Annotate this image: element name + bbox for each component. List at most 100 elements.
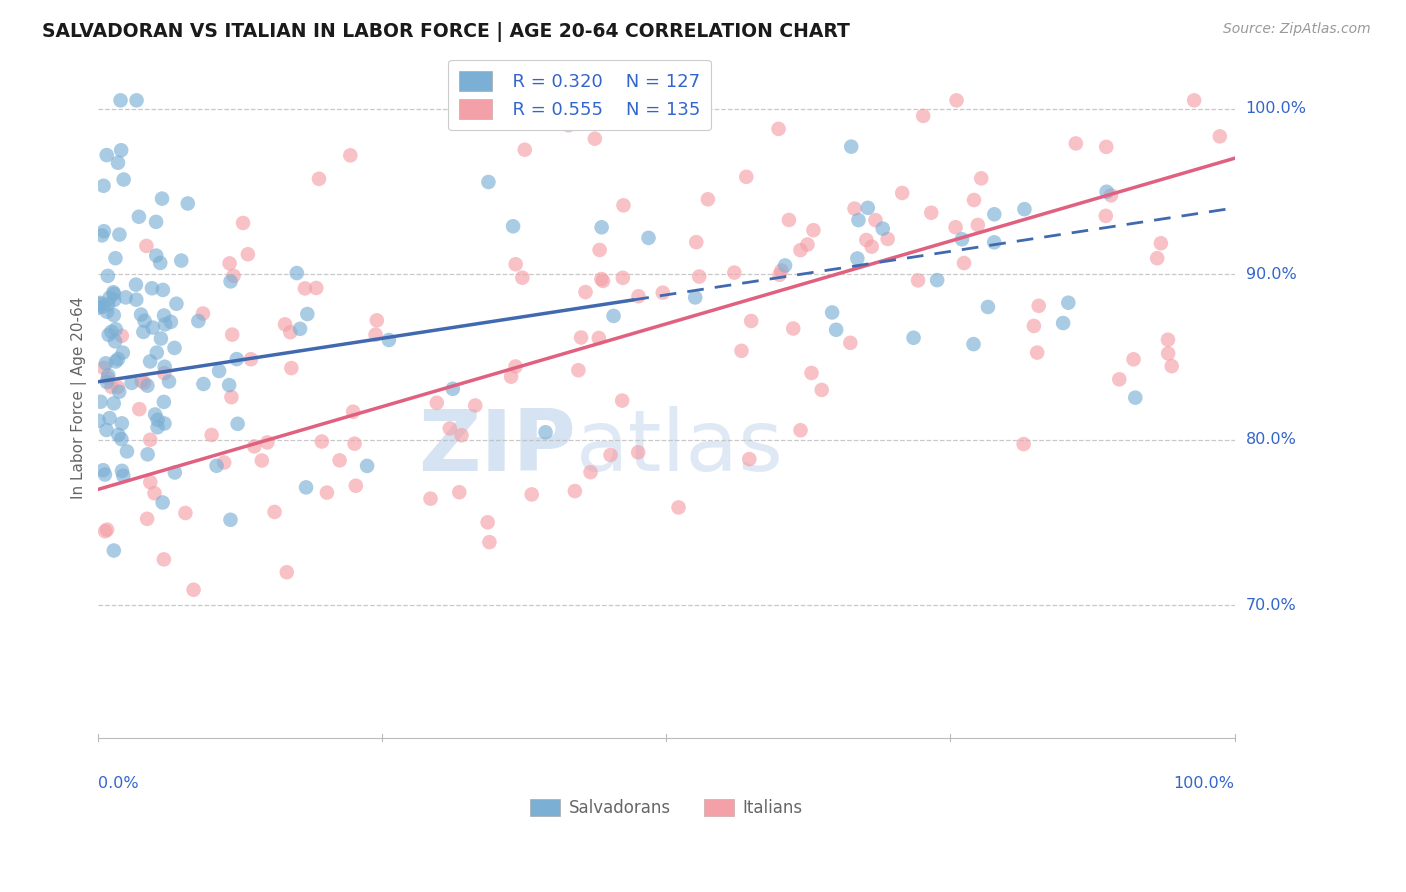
Italians: [735, 169, 758, 184]
Italians: [891, 186, 914, 200]
Italians: [477, 516, 499, 530]
Italians: [218, 256, 240, 270]
Text: 0.0%: 0.0%: [98, 776, 139, 791]
Italians: [139, 475, 162, 490]
Italians: [778, 213, 800, 227]
Italians: [1022, 318, 1045, 333]
Salvadorans: [128, 210, 150, 224]
Salvadorans: [146, 420, 169, 434]
Italians: [685, 235, 707, 249]
Italians: [599, 448, 621, 462]
Salvadorans: [285, 266, 308, 280]
Salvadorans: [107, 351, 129, 366]
Italians: [501, 369, 523, 384]
Italians: [143, 486, 166, 500]
Salvadorans: [872, 221, 894, 235]
Italians: [688, 269, 710, 284]
Salvadorans: [163, 341, 186, 355]
Salvadorans: [108, 227, 131, 242]
Salvadorans: [96, 305, 118, 319]
Salvadorans: [125, 293, 148, 307]
Salvadorans: [97, 268, 120, 283]
Salvadorans: [103, 543, 125, 558]
Italians: [1122, 352, 1144, 367]
Salvadorans: [107, 427, 129, 442]
Salvadorans: [91, 228, 114, 243]
Salvadorans: [125, 93, 148, 107]
Italians: [579, 465, 602, 479]
Text: SALVADORAN VS ITALIAN IN LABOR FORCE | AGE 20-64 CORRELATION CHART: SALVADORAN VS ITALIAN IN LABOR FORCE | A…: [42, 22, 851, 42]
Salvadorans: [288, 322, 311, 336]
Italians: [449, 485, 471, 500]
Italians: [135, 239, 157, 253]
Italians: [339, 148, 361, 162]
Italians: [426, 396, 449, 410]
Italians: [134, 376, 156, 390]
Salvadorans: [225, 352, 247, 367]
Salvadorans: [839, 139, 862, 153]
Italians: [668, 500, 690, 515]
Salvadorans: [602, 309, 624, 323]
Salvadorans: [111, 417, 134, 431]
Salvadorans: [534, 425, 557, 440]
Italians: [912, 109, 935, 123]
Italians: [94, 524, 117, 539]
Salvadorans: [146, 345, 169, 359]
Italians: [920, 206, 942, 220]
Salvadorans: [114, 290, 136, 304]
Italians: [221, 390, 243, 404]
Salvadorans: [98, 291, 121, 305]
Italians: [107, 380, 129, 394]
Salvadorans: [821, 305, 844, 319]
Salvadorans: [157, 375, 180, 389]
Salvadorans: [112, 468, 135, 483]
Italians: [139, 433, 162, 447]
Salvadorans: [103, 285, 125, 300]
Salvadorans: [93, 178, 115, 193]
Salvadorans: [145, 249, 167, 263]
Salvadorans: [97, 297, 120, 311]
Italians: [263, 505, 285, 519]
Salvadorans: [177, 196, 200, 211]
Salvadorans: [153, 395, 176, 409]
Salvadorans: [107, 155, 129, 169]
Italians: [564, 484, 586, 499]
Italians: [1146, 251, 1168, 265]
Salvadorans: [89, 297, 111, 311]
Salvadorans: [132, 325, 155, 339]
Italians: [96, 523, 118, 537]
Salvadorans: [141, 281, 163, 295]
Italians: [591, 272, 613, 286]
Italians: [612, 270, 634, 285]
Italians: [876, 232, 898, 246]
Salvadorans: [218, 378, 240, 392]
Salvadorans: [87, 301, 110, 315]
Italians: [1157, 333, 1180, 347]
Italians: [567, 363, 589, 377]
Italians: [1026, 345, 1049, 359]
Salvadorans: [139, 354, 162, 368]
Salvadorans: [977, 300, 1000, 314]
Italians: [730, 343, 752, 358]
Salvadorans: [111, 345, 134, 359]
Salvadorans: [146, 413, 169, 427]
Italians: [308, 171, 330, 186]
Italians: [222, 268, 245, 283]
Italians: [93, 361, 115, 376]
Salvadorans: [149, 256, 172, 270]
Italians: [945, 220, 967, 235]
Italians: [855, 233, 877, 247]
Salvadorans: [136, 378, 159, 392]
Salvadorans: [103, 293, 125, 307]
Salvadorans: [165, 297, 187, 311]
Salvadorans: [683, 290, 706, 304]
Italians: [860, 239, 883, 253]
Italians: [274, 318, 297, 332]
Salvadorans: [153, 417, 176, 431]
Salvadorans: [96, 423, 118, 437]
Italians: [1095, 140, 1118, 154]
Italians: [316, 485, 339, 500]
Italians: [1028, 299, 1050, 313]
Salvadorans: [98, 411, 121, 425]
Salvadorans: [927, 273, 949, 287]
